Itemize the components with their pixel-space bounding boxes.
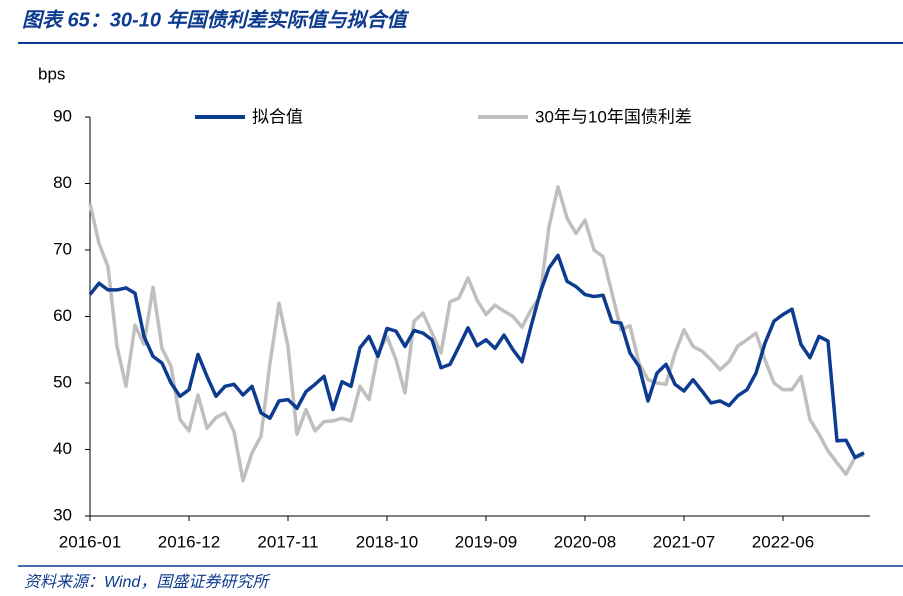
- y-tick-label: 40: [53, 439, 72, 458]
- y-tick-label: 70: [53, 239, 72, 258]
- y-tick-label: 60: [53, 306, 72, 325]
- legend-label: 拟合值: [252, 107, 303, 126]
- x-tick-label: 2020-08: [554, 532, 616, 551]
- x-tick-label: 2018-10: [356, 532, 418, 551]
- y-tick-label: 90: [53, 106, 72, 125]
- x-tick-label: 2016-12: [158, 532, 220, 551]
- x-tick-label: 2022-06: [752, 532, 814, 551]
- x-tick-label: 2017-11: [257, 532, 318, 551]
- line-series: [88, 185, 865, 483]
- x-tick-label: 2019-09: [455, 532, 517, 551]
- y-tick-label: 50: [53, 372, 72, 391]
- line-series: [88, 253, 865, 460]
- y-tick-label: 30: [53, 505, 72, 524]
- x-tick-label: 2021-07: [653, 532, 715, 551]
- chart-title: 图表 65：30-10 年国债利差实际值与拟合值: [22, 8, 410, 31]
- y-tick-label: 80: [53, 173, 72, 192]
- x-tick-label: 2016-01: [59, 532, 121, 551]
- source: 资料来源：Wind，国盛证券研究所: [24, 573, 271, 591]
- legend-label: 30年与10年国债利差: [535, 107, 692, 126]
- y-axis-label: bps: [38, 64, 65, 83]
